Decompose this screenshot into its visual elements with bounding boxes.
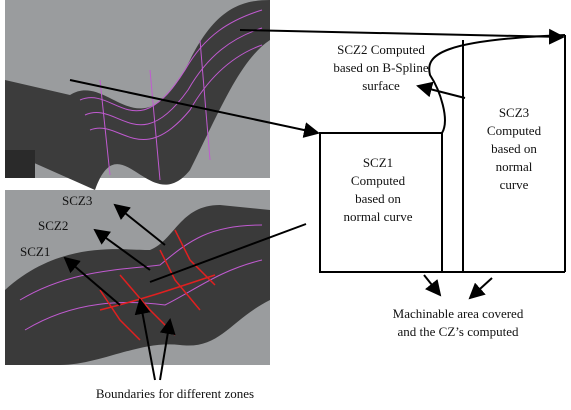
scz1-label: SCZ1 — [363, 155, 393, 170]
boundaries-label: Boundaries for different zones — [96, 386, 254, 401]
machinable-label: Machinable area covered — [393, 306, 524, 321]
scz3-label: curve — [500, 177, 529, 192]
zone-label: SCZ1 — [20, 244, 50, 259]
scz2-label: SCZ2 Computed — [337, 42, 425, 57]
scz3-label: normal — [496, 159, 533, 174]
machinable-label: and the CZ’s computed — [398, 324, 519, 339]
bottom-image — [5, 190, 270, 365]
scz3-label: based on — [491, 141, 537, 156]
scz1-label: normal curve — [344, 209, 413, 224]
diagram: SCZ2 Computed based on B-Spline surface … — [0, 0, 571, 410]
scz2-label: surface — [362, 78, 400, 93]
scz1-label: Computed — [351, 173, 406, 188]
scz2-label: based on B-Spline — [333, 60, 429, 75]
scz3-label: Computed — [487, 123, 542, 138]
zone-label: SCZ2 — [38, 218, 68, 233]
zone-label: SCZ3 — [62, 193, 92, 208]
scz3-label: SCZ3 — [499, 105, 529, 120]
scz1-label: based on — [355, 191, 401, 206]
